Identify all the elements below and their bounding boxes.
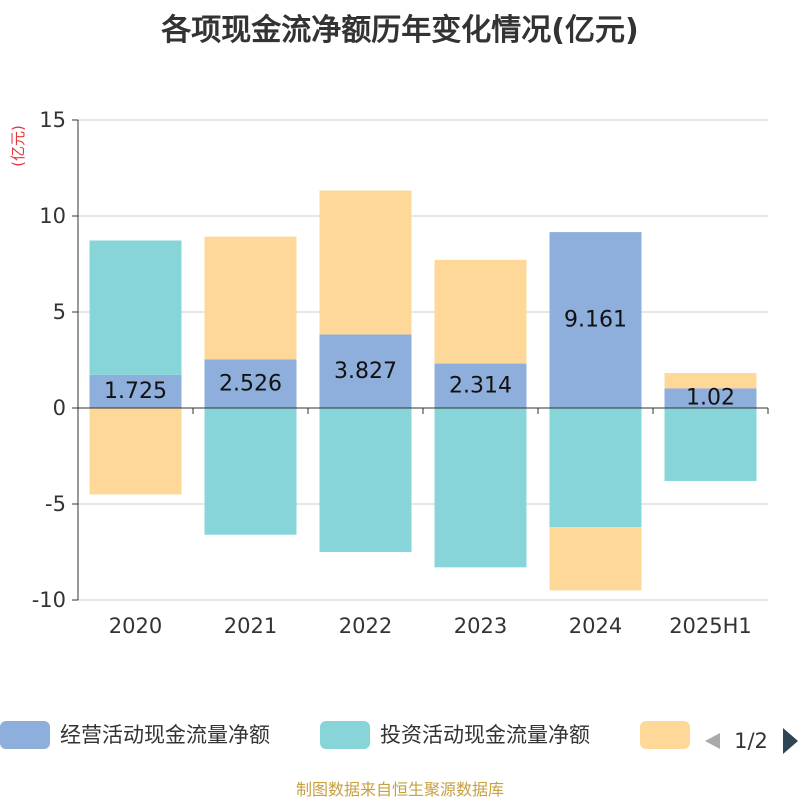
x-tick-label: 2024 [569, 614, 622, 638]
bar-2020-series-0 [89, 374, 182, 408]
legend-swatch[interactable] [640, 721, 690, 749]
y-tick-label: -10 [32, 588, 66, 612]
data-labels: 1.725 2.526 3.827 2.314 9.161 1.02 [104, 308, 735, 411]
data-label-2025H1: 1.02 [686, 386, 735, 411]
y-tick-label: 0 [53, 396, 66, 420]
bar-2023-series-1 [434, 408, 527, 568]
data-label-2023: 2.314 [449, 373, 512, 398]
bar-2021-series-0 [204, 359, 297, 408]
x-tick-label: 2022 [339, 614, 392, 638]
previous-page-icon[interactable] [705, 733, 720, 749]
bar-2025H1-series-2 [664, 373, 757, 389]
legend-swatch[interactable] [0, 721, 50, 749]
data-label-2020: 1.725 [104, 379, 167, 404]
x-tick-label: 2021 [224, 614, 277, 638]
bar-2024-series-2 [549, 527, 642, 591]
y-unit-label: (亿元) [9, 125, 27, 167]
bar-2022-series-1 [319, 408, 412, 552]
bars [89, 190, 757, 591]
data-label-2024: 9.161 [564, 308, 627, 333]
source-note: 制图数据来自恒生聚源数据库 [296, 780, 504, 799]
bar-2020-series-1 [89, 240, 182, 375]
legend-pager[interactable]: 1/2 [705, 728, 798, 754]
legend-page-indicator: 1/2 [734, 729, 768, 753]
next-page-icon[interactable] [783, 728, 798, 754]
chart-title: 各项现金流净额历年变化情况(亿元) [160, 13, 638, 48]
legend-label[interactable]: 经营活动现金流量净额 [60, 723, 270, 747]
data-label-2022: 3.827 [334, 359, 397, 384]
y-tick-label: 10 [39, 204, 66, 228]
bar-2020-series-2 [89, 408, 182, 495]
bar-2022-series-0 [319, 334, 412, 408]
bar-2022-series-2 [319, 190, 412, 335]
legend-label[interactable]: 投资活动现金流量净额 [380, 723, 590, 747]
y-tick-label: -5 [45, 492, 66, 516]
data-label-2021: 2.526 [219, 371, 282, 396]
bar-2025H1-series-1 [664, 408, 757, 481]
legend: 经营活动现金流量净额 投资活动现金流量净额 [0, 721, 690, 749]
x-tick-label: 2020 [109, 614, 162, 638]
bar-2024-series-0 [549, 232, 642, 408]
legend-swatch[interactable] [320, 721, 370, 749]
x-tick-label: 2023 [454, 614, 507, 638]
bar-2021-series-1 [204, 408, 297, 535]
axes: 15 10 5 0 -5 -10 2020 2021 2022 2023 2024 2025H1 [32, 108, 769, 638]
bar-2024-series-1 [549, 408, 642, 528]
bar-2023-series-2 [434, 259, 527, 364]
bar-2023-series-0 [434, 363, 527, 408]
bar-2025H1-series-0 [664, 388, 757, 408]
y-tick-label: 5 [53, 300, 66, 324]
x-tick-label: 2025H1 [669, 614, 752, 638]
bar-2021-series-2 [204, 236, 297, 360]
y-tick-label: 15 [39, 108, 66, 132]
